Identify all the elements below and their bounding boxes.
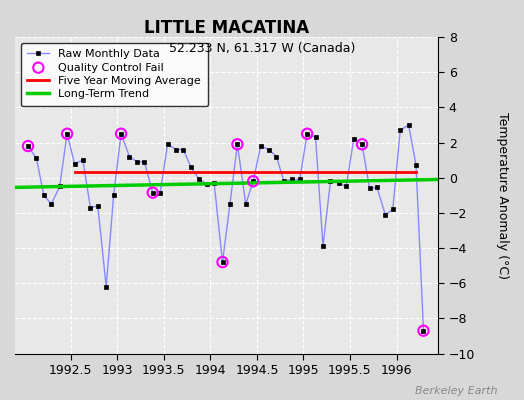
Raw Monthly Data: [266, 147, 272, 152]
Quality Control Fail: [233, 141, 242, 148]
Quality Control Fail: [24, 143, 32, 149]
Quality Control Fail: [148, 190, 157, 196]
Line: Raw Monthly Data: Raw Monthly Data: [26, 123, 425, 333]
Raw Monthly Data: [390, 207, 396, 212]
Quality Control Fail: [358, 141, 366, 148]
Quality Control Fail: [63, 130, 71, 137]
Raw Monthly Data: [211, 180, 217, 185]
Raw Monthly Data: [57, 184, 63, 189]
Text: 52.233 N, 61.317 W (Canada): 52.233 N, 61.317 W (Canada): [169, 42, 355, 55]
Quality Control Fail: [117, 130, 125, 137]
Raw Monthly Data: [165, 142, 171, 147]
Quality Control Fail: [419, 328, 428, 334]
Raw Monthly Data: [25, 144, 31, 148]
Raw Monthly Data: [406, 122, 412, 127]
Legend: Raw Monthly Data, Quality Control Fail, Five Year Moving Average, Long-Term Tren: Raw Monthly Data, Quality Control Fail, …: [20, 42, 208, 106]
Y-axis label: Temperature Anomaly (°C): Temperature Anomaly (°C): [496, 112, 509, 279]
Quality Control Fail: [249, 178, 257, 184]
Raw Monthly Data: [281, 179, 287, 184]
Quality Control Fail: [303, 130, 311, 137]
Raw Monthly Data: [420, 328, 427, 333]
Quality Control Fail: [219, 259, 227, 265]
Text: Berkeley Earth: Berkeley Earth: [416, 386, 498, 396]
Title: LITTLE MACATINA: LITTLE MACATINA: [144, 19, 309, 37]
